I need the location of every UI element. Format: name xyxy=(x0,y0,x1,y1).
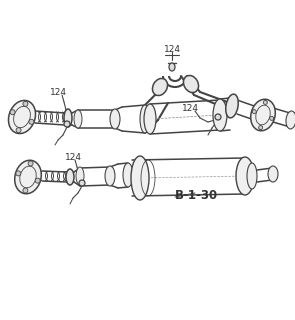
Ellipse shape xyxy=(28,161,33,166)
Ellipse shape xyxy=(29,119,34,124)
Ellipse shape xyxy=(79,180,85,186)
Ellipse shape xyxy=(23,101,28,106)
Ellipse shape xyxy=(252,110,256,114)
Ellipse shape xyxy=(153,78,168,96)
Ellipse shape xyxy=(76,167,84,185)
Ellipse shape xyxy=(16,128,21,133)
Ellipse shape xyxy=(9,100,35,133)
Ellipse shape xyxy=(169,63,175,71)
Ellipse shape xyxy=(215,114,221,120)
Ellipse shape xyxy=(226,94,238,118)
Ellipse shape xyxy=(110,109,120,129)
Ellipse shape xyxy=(263,100,267,104)
Text: 124: 124 xyxy=(50,87,66,97)
Text: 124: 124 xyxy=(163,44,181,53)
Ellipse shape xyxy=(123,163,133,187)
Ellipse shape xyxy=(74,110,82,128)
Ellipse shape xyxy=(144,104,156,134)
Ellipse shape xyxy=(213,99,227,131)
Ellipse shape xyxy=(35,178,40,183)
Ellipse shape xyxy=(268,166,278,182)
Text: B-1-30: B-1-30 xyxy=(175,188,218,202)
Ellipse shape xyxy=(64,121,70,127)
Ellipse shape xyxy=(286,111,295,129)
Ellipse shape xyxy=(105,166,115,186)
Ellipse shape xyxy=(247,163,257,189)
Ellipse shape xyxy=(15,160,41,194)
Text: 124: 124 xyxy=(65,153,81,162)
Ellipse shape xyxy=(236,157,254,195)
Ellipse shape xyxy=(10,110,15,115)
Ellipse shape xyxy=(140,105,150,133)
Text: 124: 124 xyxy=(181,103,199,113)
Ellipse shape xyxy=(183,76,199,92)
Ellipse shape xyxy=(23,188,28,193)
Ellipse shape xyxy=(251,99,275,131)
Ellipse shape xyxy=(16,171,21,176)
Ellipse shape xyxy=(259,125,263,130)
Ellipse shape xyxy=(270,116,274,120)
Ellipse shape xyxy=(131,156,149,200)
Ellipse shape xyxy=(66,169,74,185)
Ellipse shape xyxy=(64,109,72,127)
